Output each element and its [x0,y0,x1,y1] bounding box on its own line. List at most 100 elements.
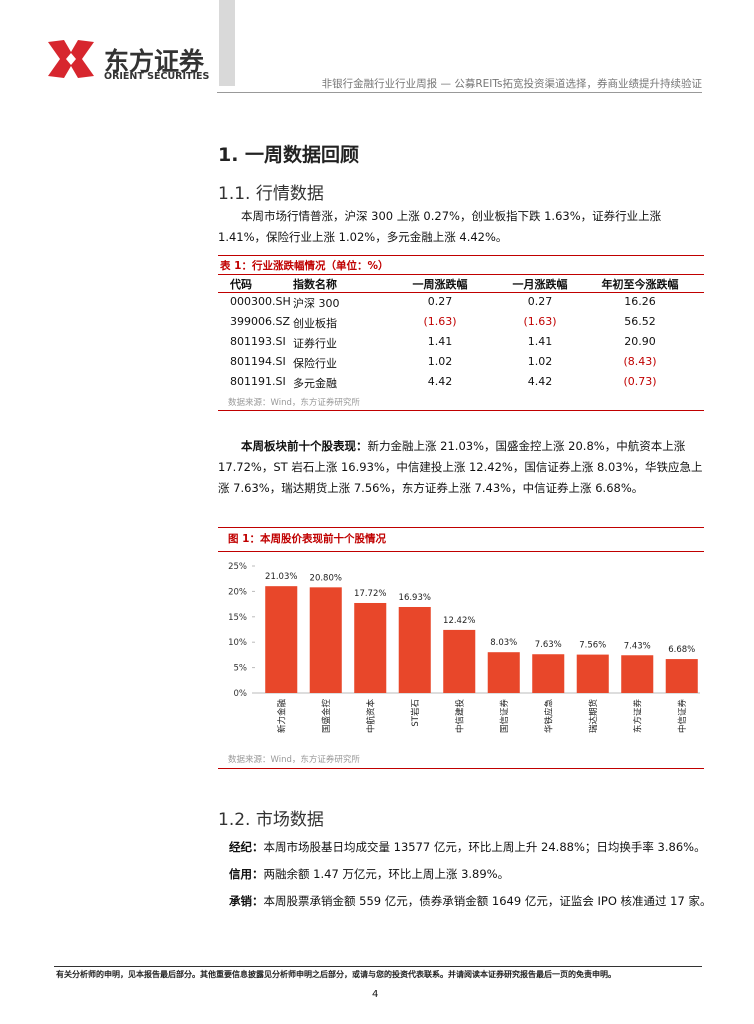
figure-caption: 图 1：本周股价表现前十个股情况 [228,533,386,545]
x-tick-label: 瑞达期货 [588,699,599,734]
table-cell: 1.41 [427,335,453,348]
x-tick-label: 中信证券 [677,699,688,734]
table-cell: 801193.SI [230,335,286,348]
figure-rule [218,527,704,528]
item: 承销：本周股票承销金额 559 亿元，债券承销金额 1649 亿元，证监会 IP… [229,888,711,915]
x-tick-label: 新力金融 [276,699,287,734]
table-cell: 创业板指 [293,317,337,330]
bar [443,629,476,693]
table-header: 年初至今涨跌幅 [601,278,679,291]
y-tick-label: 15% [228,613,247,623]
y-tick-label: 25% [228,562,247,572]
value-label: 6.68% [668,645,695,655]
table-rule [218,274,704,275]
bar [354,602,387,693]
header-rule [217,92,702,93]
table-cell: 4.42 [527,375,553,388]
table-cell: (1.63) [523,315,557,328]
x-tick-label: ST岩石 [410,699,421,727]
figure-rule [218,551,704,552]
table-cell: 0.27 [527,295,553,308]
figure-source: 数据来源：Wind，东方证券研究所 [228,755,360,765]
value-label: 7.63% [535,640,562,650]
x-tick-label: 国盛金控 [321,699,332,734]
table: 代码 指数名称 一周涨跌幅 一月涨跌幅 年初至今涨跌幅 000300.SH 沪深 300 0.… [218,274,704,394]
table-rule [218,292,704,293]
bar [532,654,565,693]
y-tick-label: 5% [234,664,248,674]
value-label: 17.72% [354,589,386,599]
value-label: 16.93% [399,593,431,603]
table-cell: 56.52 [624,315,656,328]
table-header: 一周涨跌幅 [412,278,468,291]
table-cell: 801191.SI [230,375,286,388]
table-cell: 801194.SI [230,355,286,368]
y-tick-label: 10% [228,638,247,648]
item-text: 本周股票承销金额 559 亿元，债券承销金额 1649 亿元，证监会 IPO 核… [263,894,712,908]
table-cell: 多元金融 [293,377,337,390]
y-tick-label: 20% [228,587,247,597]
item-text: 两融余额 1.47 万亿元，环比上周上涨 3.89%。 [263,867,510,881]
value-label: 8.03% [490,638,517,648]
item-list: 经纪：本周市场股基日均成交量 13577 亿元，环比上周上升 24.88%；日均… [229,834,711,915]
subsection-title: 1.1. 行情数据 [218,184,324,204]
table-cell: 证券行业 [293,337,337,350]
bar [309,587,342,693]
value-label: 12.42% [443,616,475,626]
table-cell: 保险行业 [293,357,337,370]
table-cell: (0.73) [623,375,657,388]
item-text: 本周市场股基日均成交量 13577 亿元，环比上周上升 24.88%；日均换手率… [263,840,706,854]
table-cell: 1.02 [527,355,553,368]
logo-mark [48,40,94,78]
table-cell: (1.63) [423,315,457,328]
logo-cn: 东方证券 [104,47,205,76]
item-lead: 承销： [229,894,264,908]
running-title: 非银行金融行业行业周报 — 公募REITs拓宽投资渠道选择，券商业绩提升持续验证 [321,78,702,90]
x-tick-label: 国信证券 [499,699,510,734]
table-cell: 0.27 [427,295,453,308]
table-cell: 1.41 [527,335,553,348]
section-title: 1. 一周数据回顾 [218,144,360,166]
table-cell: 1.02 [427,355,453,368]
table-rule [218,255,704,256]
x-tick-label: 东方证券 [632,699,643,734]
y-tick-label: 0% [234,689,248,699]
value-label: 21.03% [265,572,297,582]
table-caption: 表 1：行业涨跌幅情况（单位：%） [220,260,389,272]
x-tick-label: 中航资本 [365,699,376,734]
item-lead: 信用： [229,867,264,881]
chart: 0% 5% 10% 15% 20% 25% 21.03% 新力金融 20.80% 国盛金控 17.7… [228,562,700,734]
x-tick-label: 华铁应急 [543,699,554,734]
logo-en: ORIENT SECURITIES [104,71,210,82]
paragraph: 本周市场行情普涨，沪深 300 上涨 0.27%，创业板指下跌 1.63%，证券… [218,209,662,244]
page-number: 4 [372,989,379,1000]
figure-rule [218,768,704,769]
bar [621,655,654,693]
paragraph-text: 新力金融上涨 21.03%，国盛金控上涨 20.8%，中航资本上涨 17.72%… [218,439,703,495]
disclaimer: 有关分析师的申明，见本报告最后部分。其他重要信息披露见分析师申明之后部分，或请与… [56,970,616,979]
paragraph: 本周板块前十个股表现：新力金融上涨 21.03%，国盛金控上涨 20.8%，中航… [218,436,704,499]
item: 经纪：本周市场股基日均成交量 13577 亿元，环比上周上升 24.88%；日均… [229,834,706,861]
item: 信用：两融余额 1.47 万亿元，环比上周上涨 3.89%。 [229,861,704,888]
table-cell: 沪深 300 [293,297,340,310]
table-header: 代码 [230,278,252,291]
bar [576,654,609,693]
header-band [219,0,235,86]
value-label: 7.56% [579,641,606,651]
bar [265,586,298,693]
table-header: 指数名称 [293,278,337,291]
table-cell: 000300.SH [230,295,291,308]
table-rule [218,410,704,411]
paragraph-lead: 本周板块前十个股表现： [241,439,368,453]
subsection-title: 1.2. 市场数据 [218,810,324,830]
bar [398,606,431,693]
bar [665,659,698,693]
table-header: 一月涨跌幅 [512,278,568,291]
footer-rule [54,966,702,967]
table-cell: 20.90 [624,335,656,348]
item-lead: 经纪： [229,840,264,854]
table-cell: (8.43) [623,355,657,368]
table-cell: 4.42 [427,375,453,388]
table-cell: 399006.SZ [230,315,291,328]
